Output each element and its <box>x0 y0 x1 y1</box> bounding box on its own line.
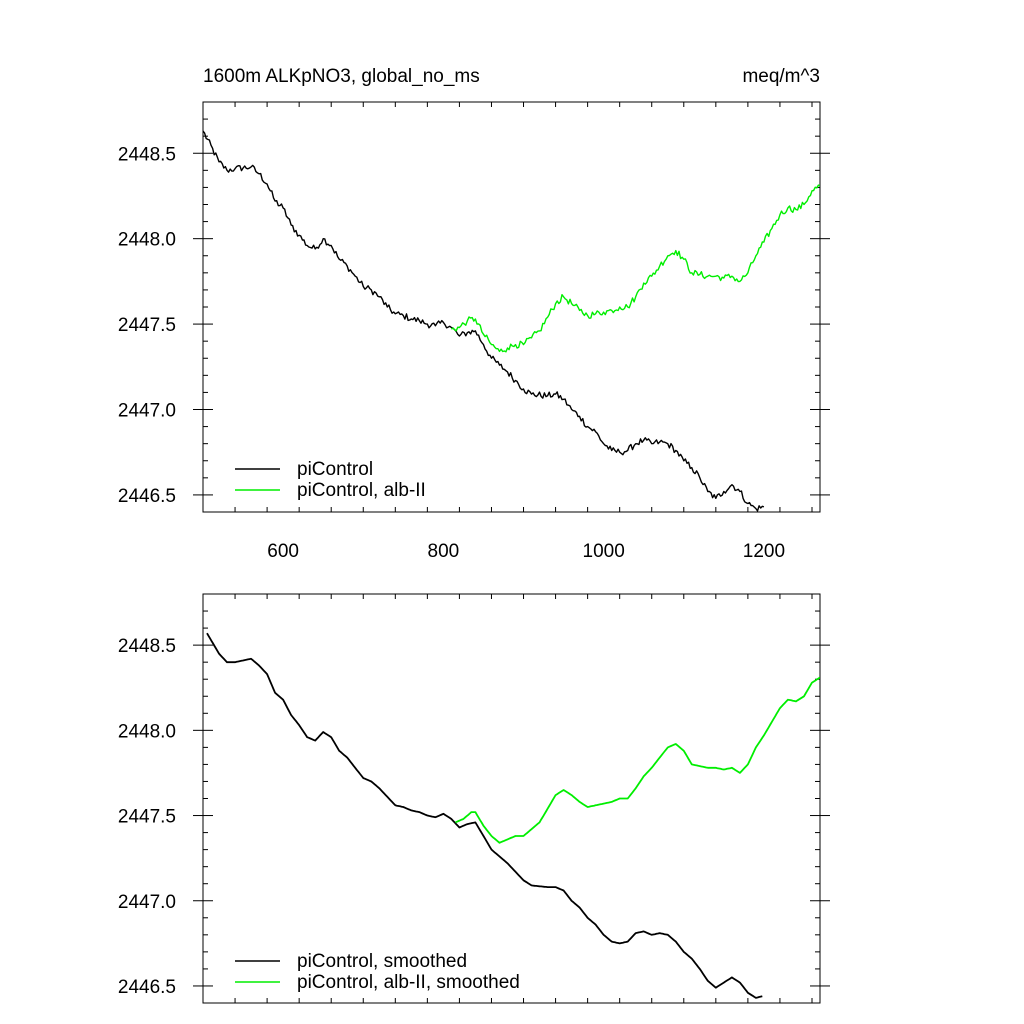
plot-units: meq/m^3 <box>742 66 820 87</box>
series-line-alb-ii <box>450 184 820 353</box>
y-tick-label: 2448.0 <box>118 230 176 251</box>
plot-frame <box>202 101 821 513</box>
y-tick-label: 2446.5 <box>118 977 176 998</box>
y-tick-label: 2447.5 <box>118 807 176 828</box>
bottom-panel: 2446.5 2447.0 2447.5 2448.0 2448.5 piControl,… <box>118 593 830 1004</box>
y-tick-label: 2447.0 <box>118 892 176 913</box>
y-tick-label: 2447.0 <box>118 401 176 422</box>
legend-label: piControl, alb-II, smoothed <box>297 972 520 993</box>
series-line-picontrol <box>206 632 763 999</box>
plot-frame <box>202 593 821 1004</box>
x-tick-label: 1200 <box>743 541 785 562</box>
plot-title: 1600m ALKpNO3, global_no_ms <box>203 66 480 87</box>
legend-label: piControl <box>297 459 373 480</box>
y-tick-label: 2446.5 <box>118 486 176 507</box>
y-tick-label: 2448.5 <box>118 636 176 657</box>
x-tick-label: 800 <box>428 541 460 562</box>
x-tick-label: 600 <box>267 541 299 562</box>
top-panel: 600 800 1000 1200 2446.5 2447.0 2447.5 2448.0 24… <box>118 101 830 562</box>
x-tick-label: 1000 <box>583 541 625 562</box>
y-tick-label: 2448.0 <box>118 721 176 742</box>
y-tick-label: 2448.5 <box>118 144 176 165</box>
y-tick-label: 2447.5 <box>118 315 176 336</box>
series-line-picontrol <box>203 130 765 512</box>
legend-label: piControl, smoothed <box>297 951 467 972</box>
series-line-alb-ii <box>455 676 820 844</box>
legend-label: piControl, alb-II <box>297 480 426 501</box>
